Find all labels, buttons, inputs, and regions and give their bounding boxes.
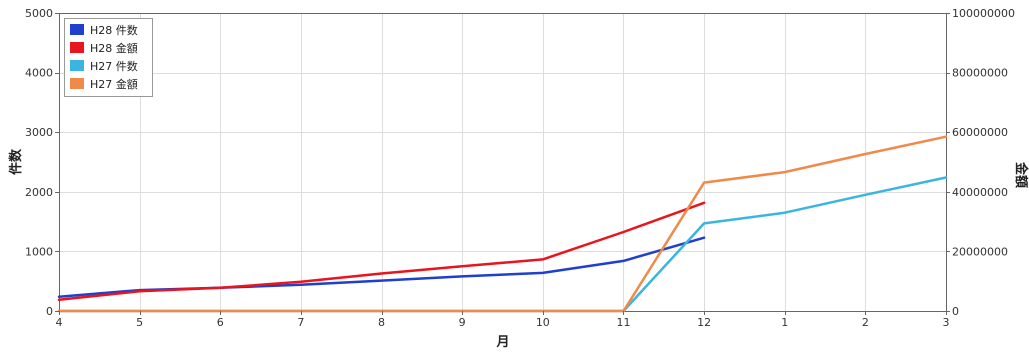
x-tick-label: 5 [136,316,143,329]
x-tick-label: 1 [781,316,788,329]
y-tick-label: 0 [46,305,53,318]
x-tick-label: 6 [217,316,224,329]
legend: H28 件数 H28 金額 H27 件数 H27 金額 [64,18,153,97]
y2-tick-label: 0 [952,305,959,318]
x-tick-label: 10 [536,316,550,329]
grid-layer [59,13,947,312]
tick-layer: 4 5 6 7 8 9 10 11 12 1 2 30100020003000400050000200… [25,7,1015,329]
x-tick-label: 3 [943,316,950,329]
y-tick-label: 5000 [25,7,53,20]
x-tick-label: 8 [378,316,385,329]
x-tick-label: 7 [297,316,304,329]
y2-axis-title: 金額 [1013,161,1029,188]
legend-label: H28 件数 [90,24,138,37]
y-tick-label: 3000 [25,126,53,139]
series-line-3 [57,176,948,313]
series-line-2 [57,201,706,301]
y2-tick-label: 40000000 [952,186,1008,199]
y2-tick-label: 80000000 [952,67,1008,80]
y-tick-label: 4000 [25,67,53,80]
series-line-1 [57,236,706,298]
legend-swatch [70,60,84,71]
x-tick-label: 12 [697,316,711,329]
x-tick-label: 2 [862,316,869,329]
y2-tick-label: 20000000 [952,245,1008,258]
legend-swatch [70,78,84,89]
legend-swatch [70,24,84,35]
y2-tick-label: 60000000 [952,126,1008,139]
y2-tick-label: 100000000 [952,7,1015,20]
legend-label: H27 金額 [90,77,138,91]
y-axis-title: 件数 [8,148,24,175]
x-tick-label: 4 [56,316,63,329]
plot-frame [59,13,947,312]
legend-label: H27 件数 [90,60,138,73]
x-axis-title: 月 [495,335,509,350]
series-layer [57,135,948,313]
x-tick-label: 9 [459,316,466,329]
legend-swatch [70,42,84,53]
series-line-4 [57,135,948,313]
y-tick-label: 1000 [25,245,53,258]
y-tick-label: 2000 [25,186,53,199]
legend-label: H28 金額 [90,41,138,55]
x-tick-label: 11 [616,316,630,329]
